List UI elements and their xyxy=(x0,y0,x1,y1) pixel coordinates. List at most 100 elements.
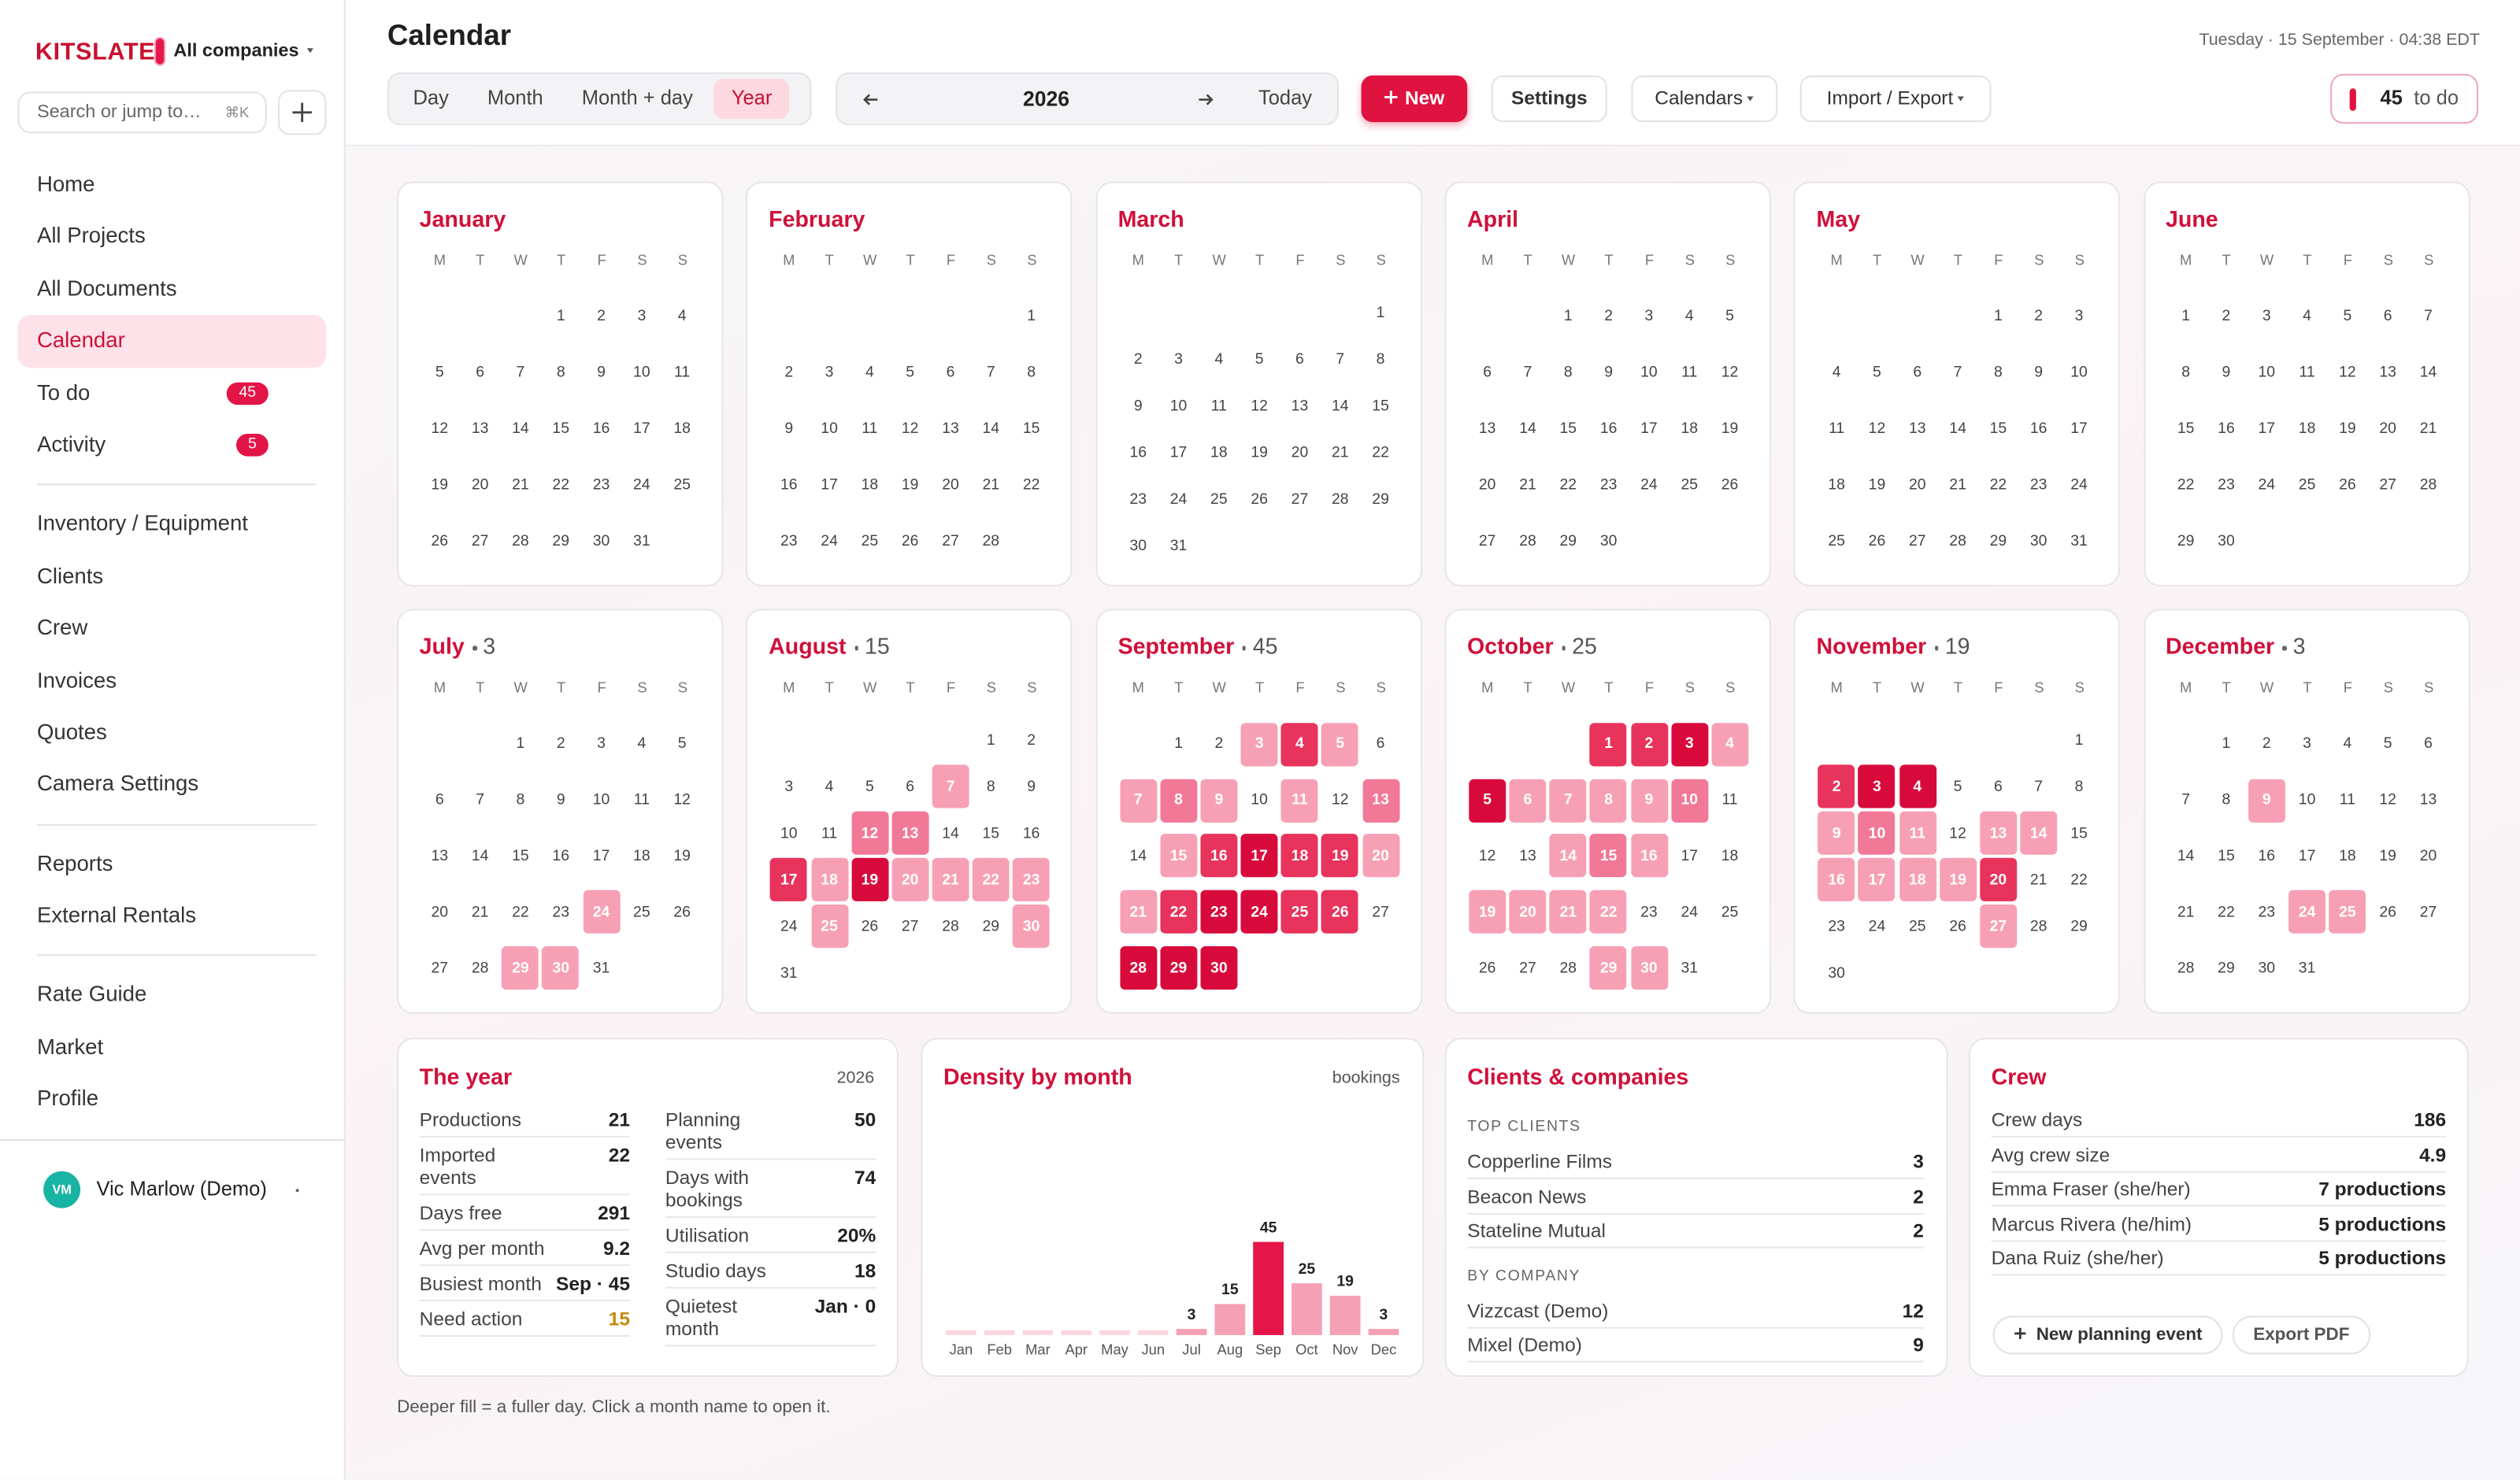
nav-label: Quotes xyxy=(36,720,107,744)
todo-button[interactable]: 45 to do xyxy=(2330,73,2478,124)
day-number: 5 xyxy=(2343,308,2352,327)
prev-year[interactable] xyxy=(860,88,883,111)
nav-item[interactable]: Activity 5 xyxy=(17,420,326,472)
view-option[interactable]: Month xyxy=(487,87,543,109)
day-number: 27 xyxy=(901,917,919,935)
day-number: 6 xyxy=(1523,791,1532,809)
day-number: 30 xyxy=(1210,959,1228,977)
new-planning-event-button[interactable]: New planning event xyxy=(1992,1315,2224,1355)
nav-item[interactable]: Reports xyxy=(17,838,326,890)
nav-item[interactable]: Inventory / Equipment xyxy=(17,498,326,550)
day-fill xyxy=(810,857,848,901)
month-title[interactable]: September 45 xyxy=(1118,633,1278,659)
month-title[interactable]: June xyxy=(2166,205,2218,231)
month-title[interactable]: April xyxy=(1467,205,1518,231)
weekday: T xyxy=(1872,679,1882,696)
day-fill xyxy=(1362,779,1399,823)
nav-item[interactable]: Crew xyxy=(17,603,326,655)
day-number: 18 xyxy=(1210,443,1228,461)
nav-item[interactable]: Market xyxy=(17,1022,326,1074)
day-number: 19 xyxy=(431,475,449,494)
day-cell: 18 xyxy=(1280,828,1320,884)
day-cell: 10 xyxy=(1857,810,1897,857)
day-cell: 19 xyxy=(890,457,930,512)
nav-item[interactable]: Home xyxy=(17,159,326,211)
day-cell: 23 xyxy=(769,512,809,568)
day-cell xyxy=(1507,289,1547,345)
day-cell: 1 xyxy=(500,716,540,772)
month-title[interactable]: May xyxy=(1817,205,1861,231)
day-number: 1 xyxy=(2222,735,2231,753)
import-export-button[interactable]: Import / Export xyxy=(1799,75,1992,123)
view-option[interactable]: Year xyxy=(713,79,790,120)
day-number: 24 xyxy=(780,917,798,935)
nav-item[interactable]: To do 45 xyxy=(17,367,326,419)
day-number: 23 xyxy=(592,475,610,494)
day-fill xyxy=(1469,890,1506,934)
day-number: 2 xyxy=(556,735,565,753)
day-number: 25 xyxy=(673,475,691,494)
day-cell: 8 xyxy=(2166,345,2206,401)
view-option[interactable]: Day xyxy=(413,87,449,109)
bar-value-label: 3 xyxy=(1188,1306,1196,1323)
month-title[interactable]: February xyxy=(769,205,865,231)
month-title[interactable]: December 3 xyxy=(2166,633,2306,659)
month-title[interactable]: October 25 xyxy=(1467,633,1597,659)
month-title[interactable]: August 15 xyxy=(769,633,890,659)
day-cell: 29 xyxy=(1548,512,1588,568)
day-number: 2 xyxy=(2222,308,2231,327)
add-button[interactable] xyxy=(278,90,327,135)
day-cell: 12 xyxy=(1857,401,1897,457)
user-name[interactable]: Vic Marlow (Demo) xyxy=(96,1177,267,1201)
day-number: 17 xyxy=(780,871,798,889)
month-title[interactable]: July 3 xyxy=(420,633,496,659)
day-cell xyxy=(2166,716,2206,772)
month-title[interactable]: November 19 xyxy=(1817,633,1970,659)
calendars-button[interactable]: Calendars xyxy=(1631,75,1778,123)
day-cell: 27 xyxy=(1978,903,2018,949)
nav-item[interactable]: Profile xyxy=(17,1074,326,1126)
separator xyxy=(0,1138,344,1141)
user-menu-dot[interactable] xyxy=(295,1189,299,1193)
day-fill xyxy=(542,946,580,990)
day-number: 15 xyxy=(1989,420,2007,438)
day-cell: 16 xyxy=(581,401,621,457)
search-box[interactable]: Search or jump to… ⌘K xyxy=(17,91,267,134)
month-title[interactable]: March xyxy=(1118,205,1184,231)
next-year[interactable] xyxy=(1194,88,1217,111)
day-cell: 24 xyxy=(621,457,662,512)
view-option[interactable]: Month + day xyxy=(581,87,693,109)
export-pdf-button[interactable]: Export PDF xyxy=(2232,1315,2371,1355)
today-button[interactable]: Today xyxy=(1258,87,1313,109)
day-cell: 2 xyxy=(2247,716,2287,772)
separator-dot xyxy=(1242,646,1247,650)
nav-item[interactable]: Rate Guide xyxy=(17,970,326,1022)
nav-item[interactable]: Calendar xyxy=(17,315,327,368)
workspace-switcher[interactable]: All companies xyxy=(173,42,313,61)
day-number: 22 xyxy=(1599,903,1618,921)
day-number: 12 xyxy=(1949,823,1966,842)
nav-item[interactable]: All Documents xyxy=(17,263,326,315)
month-title[interactable]: January xyxy=(420,205,506,231)
day-cell: 3 xyxy=(2059,289,2099,345)
day-number: 10 xyxy=(821,420,838,438)
weekday: S xyxy=(1725,252,1736,268)
nav-item[interactable]: Invoices xyxy=(17,655,326,707)
new-button[interactable]: New xyxy=(1361,75,1468,123)
day-number: 10 xyxy=(1681,791,1699,809)
day-number: 9 xyxy=(597,364,606,383)
day-number: 21 xyxy=(1129,903,1147,921)
nav-item[interactable]: All Projects xyxy=(17,211,326,263)
day-cell: 7 xyxy=(930,763,970,809)
day-cell: 2 xyxy=(2206,289,2246,345)
nav-item[interactable]: Quotes xyxy=(17,707,326,759)
nav-item[interactable]: Clients xyxy=(17,550,326,602)
day-cell: 19 xyxy=(1240,429,1280,475)
nav-item[interactable]: Camera Settings xyxy=(17,759,326,811)
nav-item[interactable]: External Rentals xyxy=(17,890,326,942)
day-number: 30 xyxy=(2258,959,2276,977)
settings-button[interactable]: Settings xyxy=(1491,75,1607,123)
day-number: 16 xyxy=(780,475,798,494)
day-number: 15 xyxy=(2218,847,2235,865)
crew-row: Emma Fraser (she/her) 7 productions xyxy=(1991,1171,2447,1207)
